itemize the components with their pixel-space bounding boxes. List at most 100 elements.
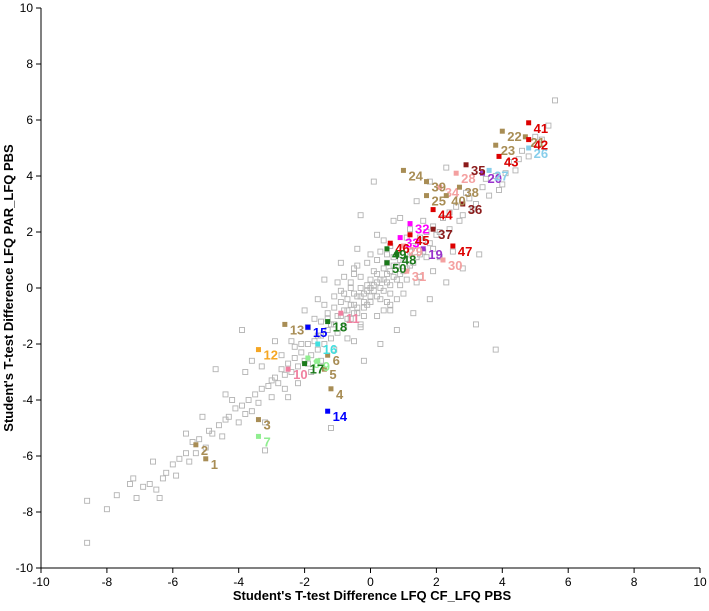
data-point [443,164,450,171]
data-point [331,346,338,353]
data-point [331,304,338,311]
data-point [384,251,390,258]
data-point [532,133,539,140]
data-point [374,257,381,263]
highlight-point-47 [450,243,456,249]
highlight-point-7 [255,433,261,439]
data-point [357,212,364,219]
data-point [271,338,278,345]
highlight-point-34 [437,184,443,190]
data-point [397,271,404,277]
highlight-point-1 [203,456,209,462]
data-point [334,279,341,286]
data-point [301,307,308,314]
data-point [324,310,331,317]
data-point [159,475,166,482]
data-point [344,335,351,342]
point-label-24: 24 [408,168,423,183]
data-point [416,273,423,280]
data-point [476,251,483,258]
x-axis-title: Student's T-test Difference LFQ CF_LFQ P… [233,588,512,603]
data-point [413,198,420,205]
point-label-27: 27 [494,168,508,183]
point-label-28: 28 [461,171,475,186]
highlight-point-30 [440,257,446,263]
data-point [176,455,183,462]
highlight-point-10 [285,366,291,372]
data-point [505,159,512,165]
data-point [245,397,252,403]
point-label-30: 30 [448,258,462,273]
data-point [288,338,295,345]
data-point [449,248,456,255]
point-label-49: 49 [392,247,406,262]
data-point [258,363,265,370]
data-point [463,189,470,196]
data-point [397,282,404,289]
data-point [390,262,397,269]
data-point [285,360,292,367]
data-point [341,324,348,331]
data-point [242,369,249,375]
data-point [360,357,367,364]
data-point [314,296,321,303]
point-label-41: 41 [534,121,548,136]
point-label-50: 50 [392,261,406,276]
data-point [321,301,328,308]
data-point [374,279,381,286]
highlight-point-38 [456,184,462,190]
x-tick-label: -4 [233,575,244,589]
data-point [479,184,486,191]
data-point [387,268,394,275]
data-point [314,332,321,339]
data-point [311,315,318,322]
data-point [133,495,140,501]
point-label-7: 7 [263,434,270,449]
data-point [156,495,163,501]
data-point [103,506,110,513]
x-tick-label: -8 [102,575,113,589]
data-point [430,268,437,275]
data-point [262,447,269,454]
data-point [351,290,357,297]
data-point [354,262,361,269]
highlight-point-11 [338,310,344,316]
data-point [344,307,351,314]
highlight-point-12 [255,347,261,353]
y-tick-label: -6 [22,449,33,463]
data-point [278,366,285,373]
data-point [393,262,400,269]
data-point [446,209,453,216]
point-label-5: 5 [329,367,336,382]
x-tick-label: 4 [499,575,506,589]
point-label-22: 22 [507,129,521,144]
data-point [387,290,394,297]
data-point [347,285,354,291]
data-point [407,248,413,255]
data-point [423,254,430,261]
data-point [334,313,341,319]
data-point [492,173,499,179]
point-label-47: 47 [458,244,472,259]
point-label-9: 9 [323,359,330,374]
data-point [347,301,354,308]
point-label-48: 48 [402,252,416,267]
data-point [321,276,328,283]
y-axis-ticks: -10 -8 -6 -4 -2 0 2 4 6 8 10 [16,1,41,575]
data-point [140,483,147,490]
data-point [374,313,381,319]
highlight-point-46 [387,240,393,246]
data-point [183,430,189,437]
data-point [258,385,265,392]
point-label-21: 21 [530,135,544,150]
data-point [496,187,502,193]
data-point [347,315,354,322]
data-point [384,279,390,286]
point-label-33: 33 [405,236,419,251]
data-point [380,237,387,244]
data-point [351,271,357,277]
x-axis-ticks: -10 -8 -6 -4 -2 0 2 4 6 8 10 [32,568,707,589]
data-point [502,170,509,177]
highlight-point-23 [493,142,499,148]
